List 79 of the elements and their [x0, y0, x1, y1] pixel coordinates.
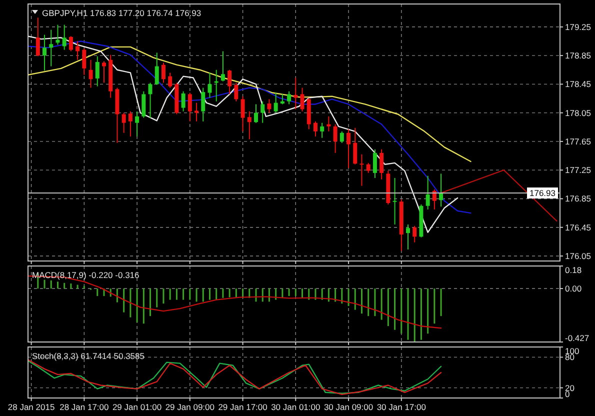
candlestick [82, 48, 86, 76]
y-tick-label: 176.85 [565, 194, 592, 204]
candlestick [294, 77, 298, 110]
x-tick-label: 30 Jan 01:00 [271, 402, 320, 412]
y-tick-label: 20 [565, 382, 575, 393]
candlestick [208, 72, 212, 98]
candlestick [36, 17, 40, 57]
candlestick [333, 124, 338, 154]
candlestick [188, 92, 192, 122]
candlestick [300, 87, 304, 112]
candlestick [372, 148, 377, 178]
y-tick-label: 177.65 [565, 136, 592, 146]
candlestick [142, 90, 146, 118]
candlestick [360, 154, 364, 186]
candlestick [240, 96, 245, 132]
candlestick [220, 50, 225, 82]
text: Stoch(8,3,3) 61.7414 50.3585 [32, 351, 145, 361]
candlestick [412, 225, 417, 243]
candlestick [392, 177, 397, 225]
candlestick [247, 110, 252, 140]
candlestick [154, 52, 159, 86]
y-tick-label: 0.18 [565, 265, 582, 275]
candlestick [406, 224, 410, 250]
candlestick [267, 98, 272, 114]
candlestick [102, 60, 106, 84]
candlestick [234, 82, 238, 102]
candlestick [76, 40, 80, 60]
candlestick [88, 59, 93, 88]
candlestick [426, 175, 430, 210]
candlestick [274, 92, 278, 114]
candlestick [254, 104, 258, 124]
x-tick-label: 28 Jan 17:00 [60, 402, 110, 412]
x-tick-label: 30 Jan 09:00 [324, 402, 374, 412]
candlestick [366, 162, 370, 174]
candlestick [42, 34, 47, 72]
x-tick-label: 29 Jan 17:00 [218, 402, 268, 412]
candlestick [181, 90, 186, 112]
candlestick [122, 112, 126, 134]
candlestick [135, 110, 140, 137]
candlestick [313, 120, 318, 137]
candlestick [260, 100, 265, 124]
candlestick [287, 90, 292, 105]
candlestick [168, 72, 172, 88]
candlestick [346, 128, 351, 168]
y-tick-label: 176.05 [565, 250, 592, 261]
x-tick-label: 30 Jan 17:00 [376, 402, 426, 412]
line-series [28, 46, 472, 162]
y-tick-label: 178.85 [565, 50, 592, 61]
candlestick [49, 29, 54, 67]
y-tick-label: 176.45 [565, 222, 592, 232]
x-tick-label: 29 Jan 09:00 [165, 402, 215, 412]
candlestick [320, 122, 324, 138]
y-tick-label: 178.05 [565, 108, 592, 118]
y-tick-label: -0.427 [565, 333, 590, 343]
candlestick [228, 69, 232, 95]
candlestick [201, 87, 206, 122]
y-tick-label: 179.25 [565, 22, 592, 32]
candlestick [340, 130, 344, 144]
candlestick [62, 24, 66, 50]
candlestick [161, 62, 166, 84]
candlestick [68, 36, 73, 52]
candlestick [439, 173, 444, 208]
candlestick [148, 82, 152, 118]
candlestick [353, 127, 358, 165]
x-tick-label: 29 Jan 01:00 [112, 402, 162, 412]
candlestick [326, 116, 331, 132]
candlestick [432, 188, 436, 210]
x-tick-label: 28 Jan 2015 [8, 402, 55, 412]
candlestick [194, 102, 199, 122]
y-tick-label: 0.00 [565, 284, 582, 294]
y-tick-label: 177.25 [565, 165, 592, 176]
candlestick [95, 56, 100, 87]
candlestick [380, 148, 384, 180]
y-tick-label: 100 [565, 346, 580, 356]
candlestick [280, 94, 284, 105]
y-tick-label: 178.45 [565, 79, 592, 90]
text: GBPJPY,H1 176.83 177.20 176.74 176.93 [42, 8, 202, 18]
ref-line-label: 176.93 [530, 188, 556, 198]
candlestick [128, 110, 132, 137]
